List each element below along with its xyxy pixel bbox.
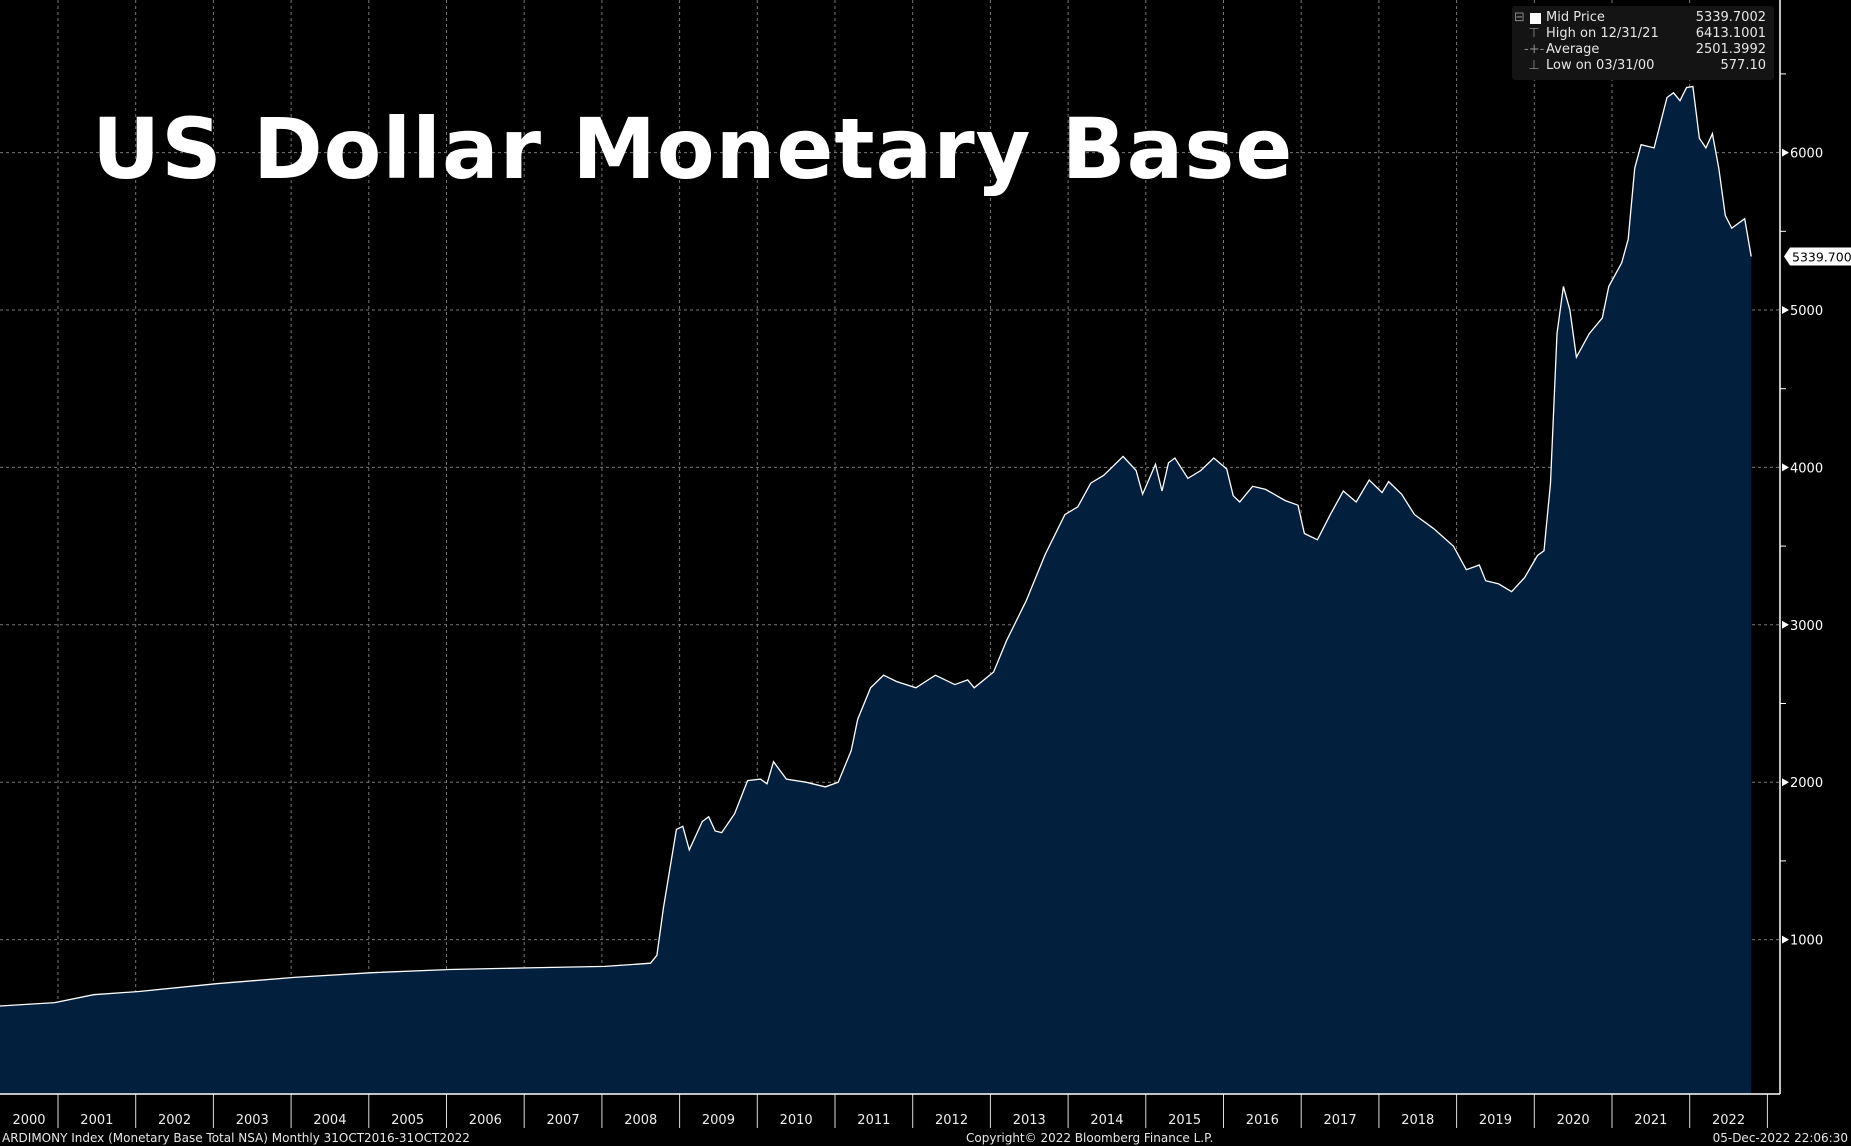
x-tick-label: 2015: [1168, 1113, 1201, 1128]
x-tick-label: 2020: [1557, 1113, 1590, 1128]
x-tick-label: 2009: [702, 1113, 735, 1128]
x-tick-label: 2006: [469, 1113, 502, 1128]
x-tick-label: 2011: [857, 1113, 890, 1128]
chart-title: US Dollar Monetary Base: [92, 100, 1294, 198]
x-tick-label: 2013: [1013, 1113, 1046, 1128]
x-tick-label: 2008: [624, 1113, 657, 1128]
footer-copyright: Copyright© 2022 Bloomberg Finance L.P.: [966, 1131, 1214, 1145]
x-tick-label: 2022: [1712, 1113, 1745, 1128]
legend-item-mid-price: ⊟ Mid Price 5339.7002: [1514, 10, 1766, 25]
y-tick-marker: [1782, 463, 1789, 472]
x-tick-label: 2016: [1246, 1113, 1279, 1128]
x-tick-label: 2002: [158, 1113, 191, 1128]
y-tick-marker: [1782, 778, 1789, 787]
last-value-label: 5339.7002: [1792, 249, 1851, 264]
low-marker-icon: ⊥: [1528, 58, 1540, 73]
y-tick-label: 2000: [1790, 776, 1823, 791]
y-tick-label: 4000: [1790, 461, 1823, 476]
x-tick-label: 2014: [1090, 1113, 1123, 1128]
x-tick-label: 2004: [313, 1113, 346, 1128]
x-tick-label: 2012: [935, 1113, 968, 1128]
last-value-tag: [1784, 247, 1851, 266]
footer-timestamp: 05-Dec-2022 22:06:30: [1712, 1131, 1848, 1145]
average-marker-icon: -+-: [1524, 42, 1545, 57]
x-tick-label: 2007: [547, 1113, 580, 1128]
y-tick-label: 6000: [1790, 147, 1823, 162]
x-tick-label: 2000: [12, 1113, 45, 1128]
x-tick-label: 2005: [391, 1113, 424, 1128]
x-tick-label: 2021: [1634, 1113, 1667, 1128]
y-tick-marker: [1782, 620, 1789, 629]
y-tick-label: 5000: [1790, 304, 1823, 319]
legend-item-high: ⊤ High on 12/31/21 6413.1001: [1512, 26, 1774, 42]
x-tick-label: 2001: [80, 1113, 113, 1128]
y-tick-marker: [1782, 148, 1789, 157]
x-tick-label: 2010: [780, 1113, 813, 1128]
x-tick-label: 2018: [1401, 1113, 1434, 1128]
legend-item-average: -+- Average 2501.3992: [1524, 42, 1766, 57]
legend-item-low: ⊥ Low on 03/31/00 577.10: [1512, 58, 1774, 74]
y-tick-label: 1000: [1790, 934, 1823, 949]
footer-security-info: ARDIMONY Index (Monetary Base Total NSA)…: [2, 1131, 470, 1145]
area-fill: [0, 86, 1752, 1094]
high-marker-icon: ⊤: [1528, 26, 1540, 41]
x-tick-label: 2003: [236, 1113, 269, 1128]
series-line: [0, 85, 1752, 1007]
y-tick-marker: [1782, 306, 1789, 314]
filled-square-icon: [1530, 13, 1541, 24]
y-tick-marker: [1782, 935, 1789, 944]
x-tick-label: 2019: [1479, 1113, 1512, 1128]
legend: ⊟ Mid Price 5339.7002 ⊤ High on 12/31/21…: [1512, 6, 1774, 80]
y-tick-label: 3000: [1790, 619, 1823, 634]
collapse-icon[interactable]: ⊟: [1514, 10, 1525, 25]
x-tick-label: 2017: [1324, 1113, 1357, 1128]
